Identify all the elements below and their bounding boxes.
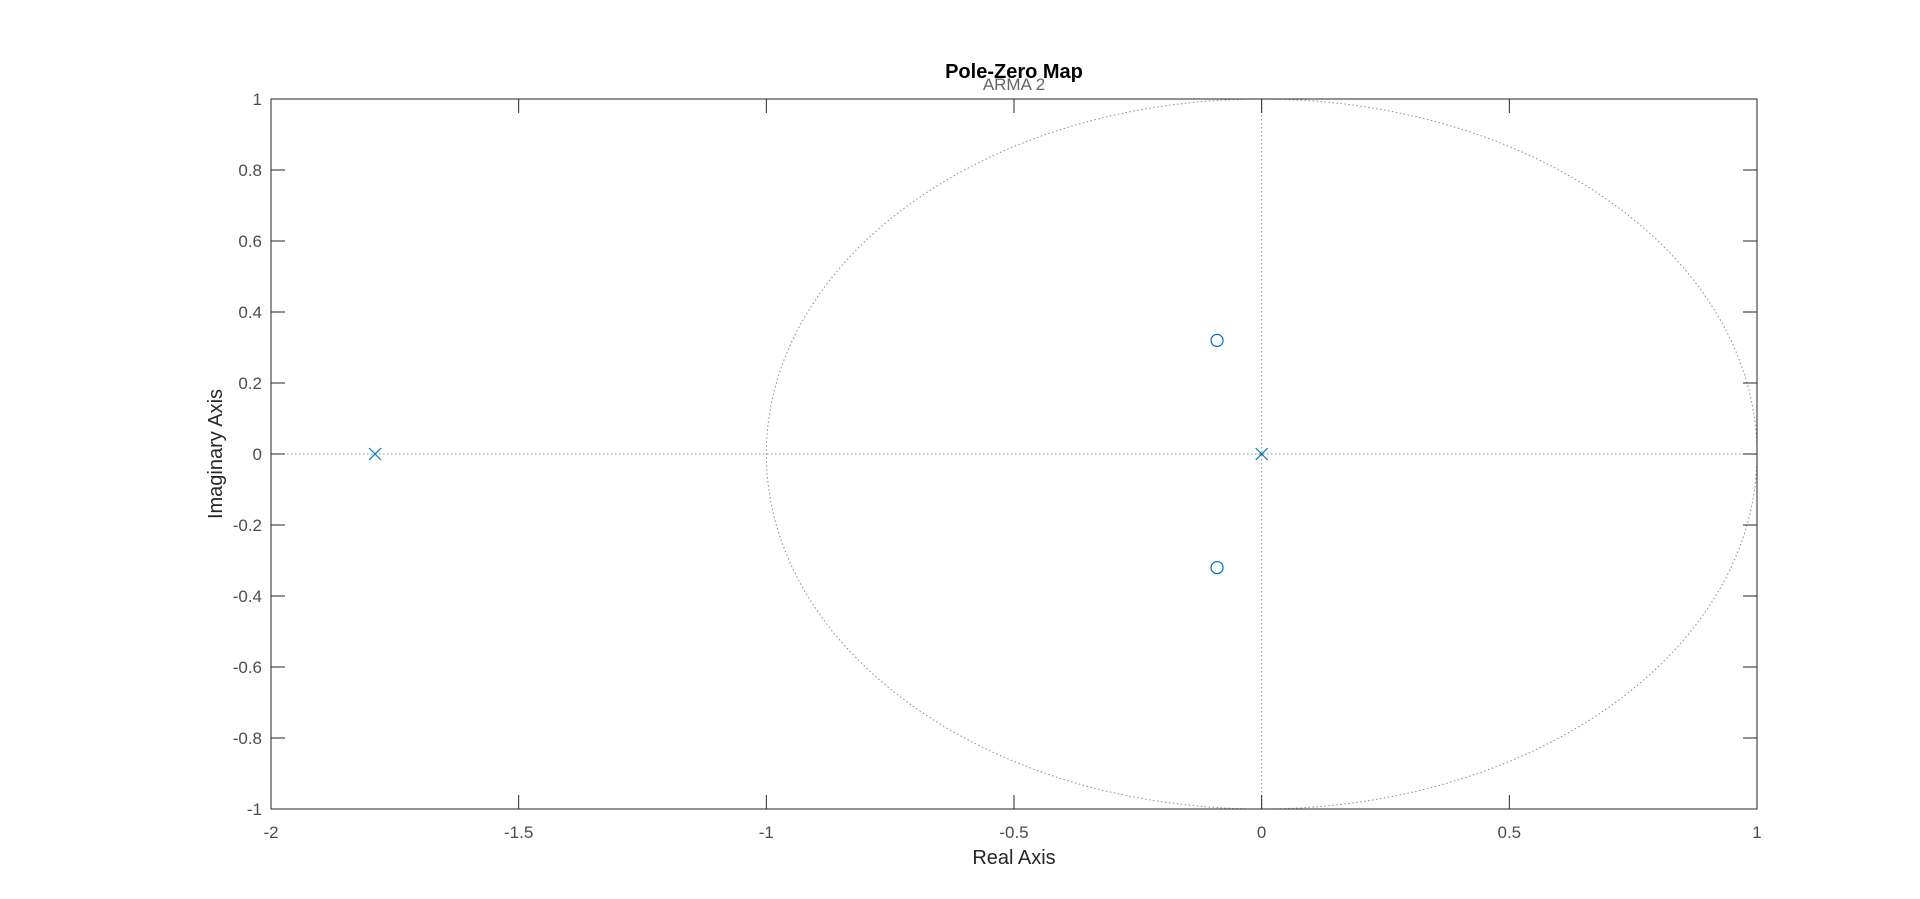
x-tick-label: -2	[263, 823, 278, 842]
y-tick-label: -0.8	[233, 729, 262, 748]
pole-marker	[1255, 447, 1269, 461]
x-tick-label: 0.5	[1498, 823, 1522, 842]
x-tick-label: -1	[759, 823, 774, 842]
chart-subtitle: ARMA 2	[983, 75, 1045, 94]
y-tick-label: -1	[247, 800, 262, 819]
axes-box	[270, 98, 1758, 810]
y-tick-label: -0.6	[233, 658, 262, 677]
pole-zero-markers	[368, 333, 1269, 575]
zero-marker	[1210, 560, 1224, 575]
x-tick-label: -1.5	[504, 823, 533, 842]
y-tick-label: 0.6	[238, 232, 262, 251]
y-tick-label: 1	[253, 90, 262, 109]
plot-area	[271, 99, 1757, 809]
y-tick-label: -0.4	[233, 587, 262, 606]
x-tick-labels: -2 -1.5 -1 -0.5 0 0.5 1	[263, 823, 1761, 842]
y-tick-label: 0	[253, 445, 262, 464]
x-tick-label: -0.5	[999, 823, 1028, 842]
chart-title: Pole-Zero Map	[945, 61, 1083, 83]
y-tick-labels: 1 0.8 0.6 0.4 0.2 0 -0.2 -0.4 -0.6 -0.8 -1	[233, 90, 262, 819]
y-tick-label: 0.4	[238, 303, 262, 322]
pole-marker	[368, 447, 382, 461]
x-tick-label: 1	[1752, 823, 1761, 842]
y-axis-label: Imaginary Axis	[205, 389, 227, 519]
y-tick-label: 0.2	[238, 374, 262, 393]
x-axis-label: Real Axis	[972, 847, 1055, 869]
zero-marker	[1210, 333, 1224, 347]
y-tick-label: -0.2	[233, 516, 262, 535]
x-tick-label: 0	[1257, 823, 1266, 842]
y-tick-label: 0.8	[238, 161, 262, 180]
